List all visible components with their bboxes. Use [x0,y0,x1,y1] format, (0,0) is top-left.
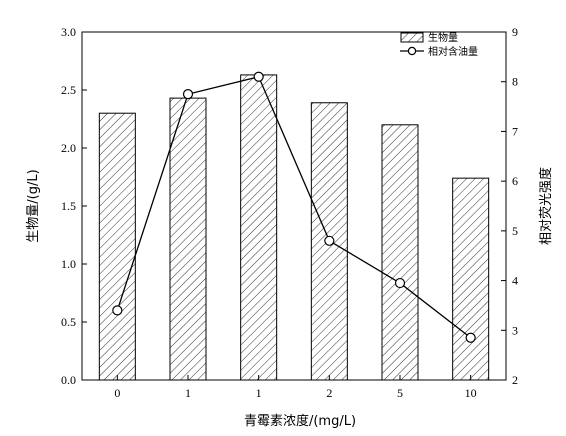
bar-series [98,74,490,381]
x-tick-label: 1 [185,386,191,400]
line-series [112,71,476,343]
point-marker [182,89,194,100]
bar [169,97,207,381]
legend-bar-swatch [400,32,424,43]
right-tick-label: 8 [512,75,518,89]
left-tick-label: 1.0 [61,257,76,271]
x-axis: 0 1 1 2 5 10 [114,375,477,400]
legend-label-oil: 相对含油量 [428,45,478,58]
x-tick-label: 1 [256,386,262,400]
right-tick-label: 2 [512,373,518,387]
y2-axis-title: 相对荧光强度 [538,167,554,245]
x-tick-label: 10 [465,386,477,400]
right-tick-label: 9 [512,25,518,39]
point-marker [253,71,264,82]
point-marker [324,235,335,246]
x-tick-label: 2 [326,386,332,400]
series-line [116,75,472,339]
x-axis-title: 青霉素浓度/(mg/L) [244,413,356,429]
left-tick-label: 0.0 [61,373,76,387]
x-tick-label: 0 [114,386,120,400]
bar [381,124,419,381]
right-tick-label: 6 [512,174,518,188]
left-tick-label: 2.5 [61,83,76,97]
legend-label-biomass: 生物量 [428,31,458,44]
right-tick-label: 7 [512,124,518,138]
right-tick-label: 3 [512,323,518,337]
bar [452,177,490,381]
bar [98,112,136,381]
x-tick-label: 5 [397,386,403,400]
right-tick-label: 5 [512,224,518,238]
right-tick-label: 4 [512,274,518,288]
legend: 生物量 相对含油量 [400,31,478,58]
plot-frame [81,31,507,381]
point-marker [394,277,406,289]
left-tick-label: 2.0 [61,141,76,155]
y-axis-title: 生物量/(g/L) [26,169,41,242]
point-marker [112,305,123,316]
left-tick-label: 0.5 [61,315,76,329]
left-tick-label: 1.5 [61,199,76,213]
point-marker [465,332,476,343]
right-axis: 2 3 4 5 6 7 8 9 [501,25,518,387]
left-tick-label: 3.0 [61,25,76,39]
left-axis: 0.0 0.5 1.0 1.5 2.0 2.5 3.0 [61,25,87,387]
bar [240,74,278,381]
legend-marker [407,46,417,56]
